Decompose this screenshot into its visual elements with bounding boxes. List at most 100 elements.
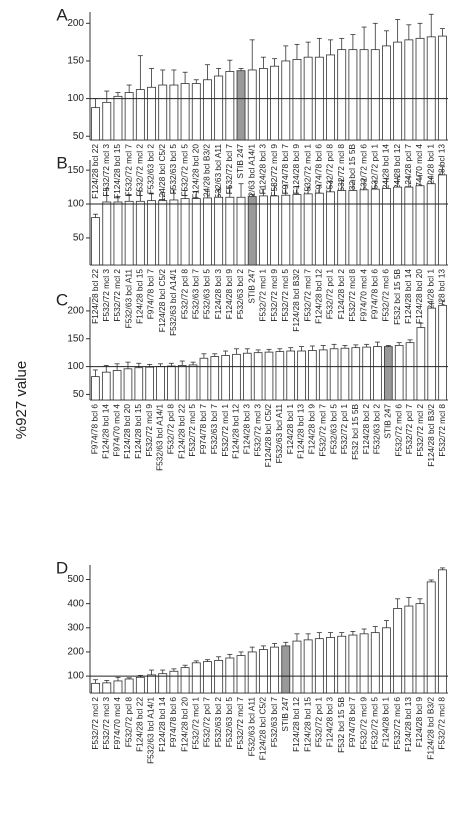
bar (393, 608, 403, 694)
x-tick-label: F124/28 bcl 9 (307, 404, 317, 455)
y-tick-label: 100 (67, 93, 84, 104)
bar (236, 655, 246, 694)
x-tick-label: F124/28 bcl 2 (336, 269, 346, 320)
bar (203, 197, 212, 266)
bar (134, 367, 144, 401)
x-tick-label: F532/72 bcl 7 (224, 144, 234, 195)
bar (247, 196, 257, 266)
x-tick-label: F124/28 bcl 20 (414, 269, 424, 324)
bar (203, 79, 212, 141)
bar (303, 639, 313, 694)
x-tick-label: F974/78 bcl 7 (347, 697, 357, 748)
x-tick-label: F124/28 bcl 22 (135, 697, 145, 752)
bar (102, 201, 112, 266)
x-tick-label: F532/63 bcl A14/1 (168, 269, 178, 336)
x-tick-label: F124/28 bcl C5/2 (263, 404, 273, 468)
bar (326, 54, 335, 141)
y-tick-label: 400 (67, 598, 84, 609)
x-tick-label: F974/70 mcl 4 (111, 404, 121, 457)
x-tick-label: F532/72 mcl 5 (280, 269, 290, 322)
x-tick-label: F532/72 mcl 8 (347, 269, 357, 322)
y-tick-label: 100 (67, 199, 84, 210)
bar (308, 350, 317, 401)
panel-label: D (56, 558, 68, 577)
x-tick-label: F124/28 bcl 15 (302, 697, 312, 752)
x-tick-label: F532/63 bcl A11 (246, 697, 256, 757)
x-tick-label: F532/72 mcl 6 (381, 269, 391, 322)
bar (113, 680, 123, 694)
x-tick-label: F532 bcl 15 5B (336, 697, 346, 753)
bar (169, 199, 179, 266)
bar (373, 346, 382, 401)
x-tick-label: F124/28 bcl 14 (381, 144, 391, 199)
bar (318, 349, 328, 401)
bar (156, 366, 165, 401)
x-tick-label: F124/28 bcl 14 (157, 697, 167, 752)
x-tick-label: F532/72 mcl 7 (302, 269, 312, 322)
x-tick-label: F532/72 mcl 2 (415, 404, 425, 457)
bar (242, 352, 252, 401)
bar (415, 185, 425, 266)
x-tick-label: F532/72 mcl 3 (252, 404, 262, 457)
bar (180, 667, 190, 694)
bar (405, 342, 415, 401)
x-tick-label: F124/28 bcl 22 (176, 404, 186, 459)
x-tick-label: F124/28 bcl C5/2 (157, 269, 167, 333)
bar (426, 36, 436, 141)
panel-label: C (56, 290, 68, 309)
bar (232, 353, 241, 401)
bar (348, 49, 358, 141)
x-tick-label: F532/72 mcl 9 (269, 144, 279, 197)
bar (348, 190, 358, 266)
y-tick-label: 100 (67, 361, 84, 372)
x-tick-label: F532/72 mcl 6 (392, 697, 402, 750)
bar (314, 192, 324, 266)
bar (253, 352, 263, 401)
x-tick-label: F532/63 bcl 5 (202, 269, 212, 320)
y-tick-label: 150 (67, 333, 84, 344)
x-tick-label: F124/28 bcl 3 (258, 144, 268, 195)
bar (382, 188, 391, 266)
bar (180, 198, 190, 266)
bar (214, 75, 224, 141)
bar (91, 682, 101, 694)
bar (91, 107, 101, 141)
bar (270, 195, 280, 266)
bar (292, 194, 302, 266)
bar (135, 89, 145, 141)
x-tick-label: F124/28 bcl 22 (90, 144, 100, 199)
x-tick-label: F532/72 mcl 9 (269, 269, 279, 322)
bar (225, 657, 235, 694)
bar (113, 201, 123, 266)
bar (326, 637, 335, 694)
bar (329, 348, 339, 401)
bar (286, 350, 296, 401)
bar (169, 670, 179, 694)
bar (112, 370, 122, 401)
bar (314, 638, 324, 694)
x-tick-label: F124/28 bcl 12 (314, 269, 324, 324)
bar (102, 682, 112, 694)
x-tick-label: F532/63 bcl 2 (213, 697, 223, 748)
x-tick-label: F974/78 bcl 6 (90, 404, 100, 455)
x-tick-label: F532/72 mcl 3 (101, 144, 111, 197)
x-tick-label: F532/72 pcl 7 (202, 697, 212, 748)
x-tick-label: F532/63 bcl A14/1 (146, 697, 156, 764)
bar (236, 196, 246, 266)
bar (415, 37, 425, 141)
y-tick-label: 200 (67, 647, 84, 658)
x-tick-label: F124/28 bcl 1 (425, 144, 435, 195)
panel-label: B (56, 153, 67, 172)
bar (393, 41, 403, 141)
x-tick-label: F532/63 bcl 5 (328, 404, 338, 455)
x-tick-label: F532/63 bcl 7 (209, 404, 219, 455)
bar (275, 351, 285, 401)
bar (158, 84, 168, 141)
x-tick-label: F532/72 mcl 5 (179, 144, 189, 197)
x-tick-label: F532/63 bcl 7 (190, 269, 200, 320)
x-tick-label: F124/28 bcl 20 (190, 144, 200, 199)
bar (427, 307, 437, 401)
bar (123, 368, 133, 401)
x-tick-label: F124/28 bcl 1 (285, 404, 295, 455)
x-tick-label: F532/63 bcl 7 (269, 697, 279, 748)
